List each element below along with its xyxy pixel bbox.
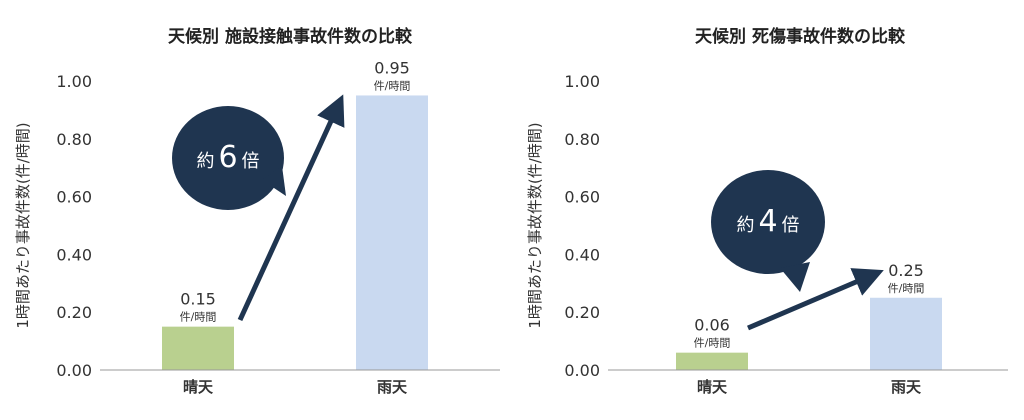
callout-suffix: 倍 xyxy=(242,151,260,172)
callout-bubble xyxy=(711,170,825,274)
bar-晴天 xyxy=(676,352,748,370)
callout-prefix: 約 xyxy=(196,151,214,172)
callout-bubble xyxy=(172,106,284,210)
y-tick-label: 1.00 xyxy=(56,72,92,91)
data-label: 0.06 xyxy=(694,316,730,335)
y-tick-label: 0.80 xyxy=(564,130,600,149)
bar-雨天 xyxy=(356,95,428,370)
chart-2: 天候別 死傷事故件数の比較 1時間あたり事故件数(件/時間) 0.00 0.20 0.4… xyxy=(526,26,1008,396)
y-axis-label: 1時間あたり事故件数(件/時間) xyxy=(14,122,32,328)
y-tick-label: 0.40 xyxy=(56,245,92,264)
y-tick-label: 0.20 xyxy=(56,303,92,322)
y-tick-label: 0.80 xyxy=(56,130,92,149)
callout-suffix: 倍 xyxy=(782,215,800,236)
callout-tail xyxy=(262,166,286,196)
y-tick-label: 0.00 xyxy=(564,361,600,380)
y-axis-label: 1時間あたり事故件数(件/時間) xyxy=(526,122,544,328)
bar-晴天 xyxy=(162,326,234,370)
x-tick-label: 雨天 xyxy=(891,378,922,396)
chart-1: 天候別 施設接触事故件数の比較 1時間あたり事故件数(件/時間) 0.00 0.20 0… xyxy=(14,26,500,396)
callout-tail xyxy=(780,262,810,292)
callout-prefix: 約 xyxy=(736,215,754,236)
callout-number: 4 xyxy=(758,204,777,239)
y-tick-label: 0.60 xyxy=(56,188,92,207)
callout-number: 6 xyxy=(218,140,237,175)
chart-title: 天候別 施設接触事故件数の比較 xyxy=(168,26,413,47)
y-tick-label: 0.60 xyxy=(564,188,600,207)
x-tick-label: 晴天 xyxy=(697,378,728,396)
data-label: 0.15 xyxy=(180,290,216,309)
data-unit-label: 件/時間 xyxy=(694,337,731,350)
data-unit-label: 件/時間 xyxy=(180,311,217,324)
data-unit-label: 件/時間 xyxy=(374,79,411,92)
increase-arrow xyxy=(747,268,884,331)
y-tick-label: 0.00 xyxy=(56,361,92,380)
y-tick-label: 0.40 xyxy=(564,245,600,264)
chart-title: 天候別 死傷事故件数の比較 xyxy=(695,26,906,47)
increase-arrow xyxy=(237,94,345,322)
bar-雨天 xyxy=(870,297,942,370)
x-tick-label: 晴天 xyxy=(183,378,214,396)
x-tick-label: 雨天 xyxy=(377,378,408,396)
y-tick-label: 1.00 xyxy=(564,72,600,91)
data-label: 0.95 xyxy=(374,58,410,77)
data-unit-label: 件/時間 xyxy=(888,282,925,295)
data-label: 0.25 xyxy=(888,261,924,280)
y-tick-label: 0.20 xyxy=(564,303,600,322)
